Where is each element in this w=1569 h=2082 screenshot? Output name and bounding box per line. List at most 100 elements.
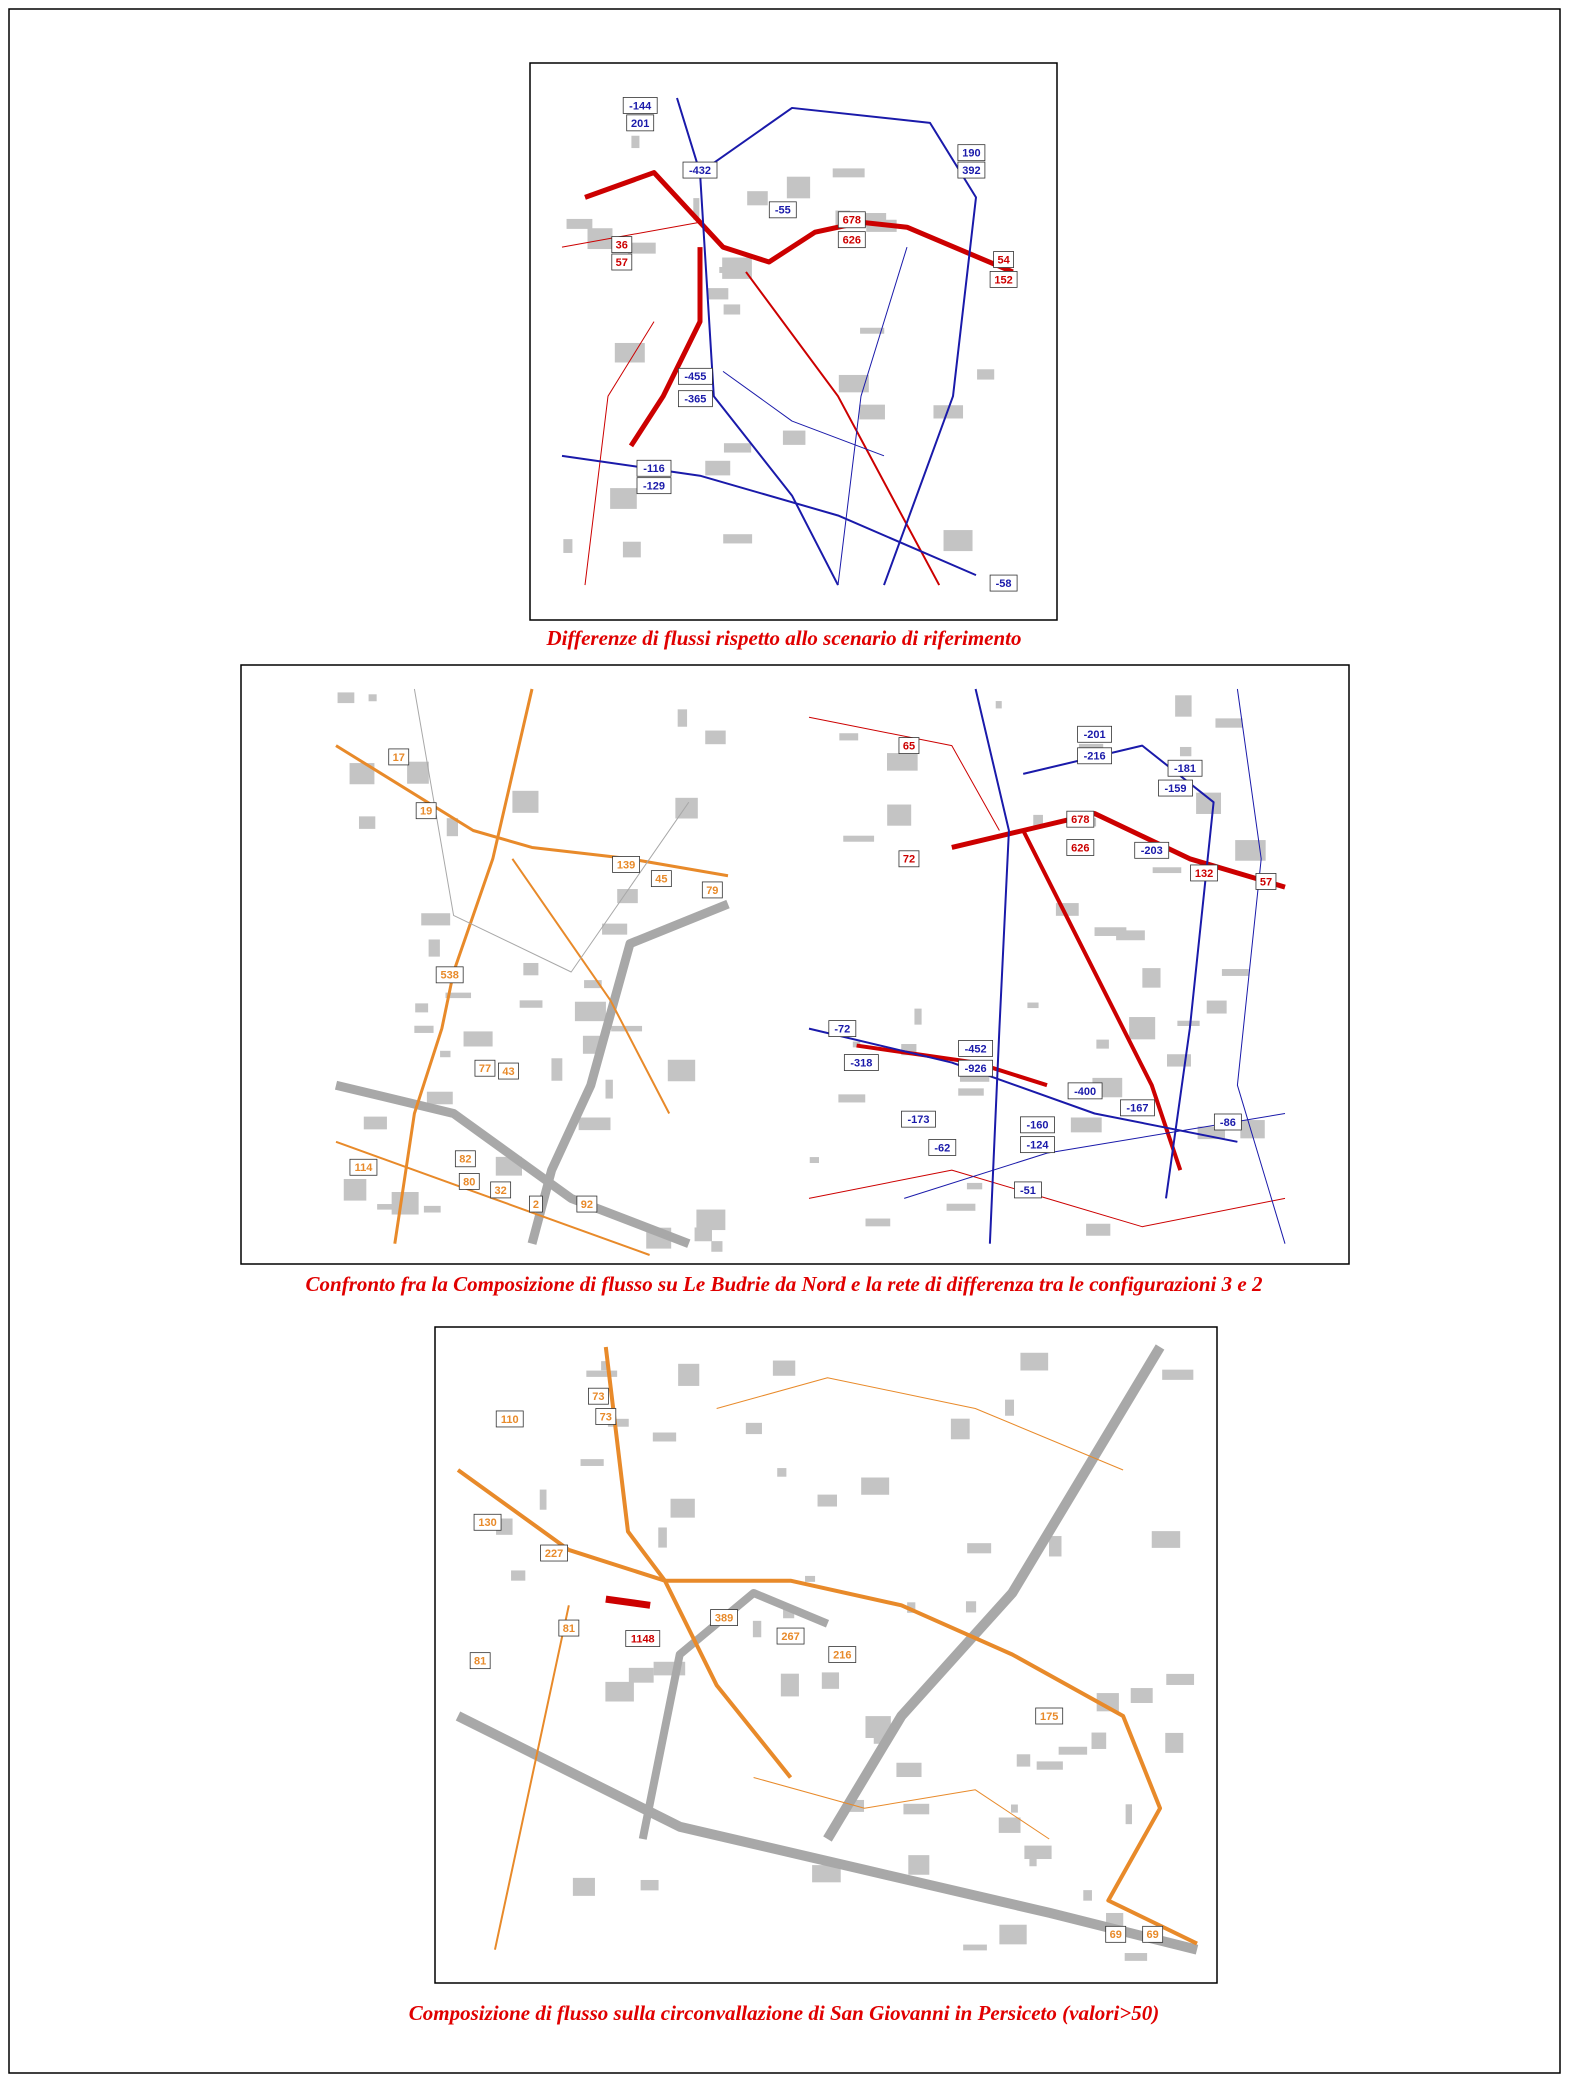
urban-area <box>1027 1002 1039 1009</box>
urban-area <box>1240 1120 1265 1139</box>
flow-label: -318 <box>850 1057 872 1069</box>
label-box <box>843 1054 879 1071</box>
urban-area <box>694 1227 712 1242</box>
flow-label: -55 <box>775 205 791 217</box>
label-box <box>349 1158 378 1176</box>
urban-area <box>865 1218 891 1227</box>
urban-area <box>1196 792 1222 814</box>
urban-area <box>1070 1117 1102 1133</box>
flow-label: -452 <box>965 1043 987 1055</box>
road <box>837 246 908 586</box>
flow-label: 92 <box>581 1199 593 1211</box>
road <box>808 1027 1238 1143</box>
urban-area <box>1049 1536 1062 1557</box>
urban-area <box>415 1003 429 1013</box>
urban-area <box>705 460 731 476</box>
road <box>951 811 1286 890</box>
figure-frame <box>434 1326 1218 1984</box>
flow-label: 139 <box>617 859 635 871</box>
label-box <box>540 1544 568 1562</box>
flow-label: 32 <box>495 1185 507 1197</box>
flow-label: 65 <box>903 741 915 753</box>
label-box <box>1105 1925 1127 1943</box>
label-box <box>1067 1082 1103 1100</box>
flow-label: 17 <box>393 752 405 764</box>
urban-area <box>440 1050 451 1058</box>
urban-area <box>605 1681 634 1702</box>
urban-area <box>843 835 875 842</box>
urban-area <box>1130 1688 1153 1703</box>
label-box <box>529 1195 543 1213</box>
road <box>561 221 701 248</box>
urban-area <box>723 443 752 453</box>
label-box <box>898 850 920 868</box>
urban-area <box>640 1879 659 1891</box>
urban-area <box>574 1001 606 1022</box>
urban-area <box>1036 1761 1063 1770</box>
urban-area <box>977 369 995 380</box>
urban-area <box>523 962 539 976</box>
flow-label: 216 <box>833 1649 851 1661</box>
flow-label: 392 <box>962 165 980 177</box>
urban-area <box>631 135 640 149</box>
road <box>335 744 729 878</box>
urban-area <box>1024 1845 1052 1860</box>
urban-area <box>693 198 700 220</box>
urban-area <box>1129 1017 1156 1040</box>
urban-area <box>1235 840 1266 861</box>
urban-area <box>421 913 451 926</box>
flow-label: -160 <box>1026 1120 1048 1132</box>
urban-area <box>783 1608 795 1619</box>
urban-area <box>950 1418 970 1440</box>
label-box <box>768 201 797 219</box>
figure-caption: Confronto fra la Composizione di flusso … <box>306 1272 1263 1296</box>
urban-area <box>1091 1732 1107 1749</box>
flow-label: 79 <box>706 885 718 897</box>
flow-label: -159 <box>1165 783 1187 795</box>
label-box <box>1213 1113 1242 1131</box>
urban-area <box>463 1031 493 1047</box>
urban-area <box>627 242 656 254</box>
road <box>413 688 690 973</box>
urban-area <box>1086 1223 1111 1236</box>
urban-area <box>958 1088 984 1096</box>
label-box <box>474 1059 496 1077</box>
flow-label: 130 <box>478 1517 496 1529</box>
road <box>1236 688 1286 1244</box>
urban-area <box>678 1363 700 1386</box>
urban-area <box>628 1667 654 1683</box>
urban-area <box>586 1370 618 1377</box>
label-box <box>576 1195 598 1213</box>
road <box>676 97 839 586</box>
label-box <box>1035 1707 1064 1725</box>
urban-area <box>512 790 539 813</box>
label-box <box>958 1059 993 1077</box>
urban-area <box>1166 1673 1195 1685</box>
urban-area <box>896 1762 922 1778</box>
figure-caption: Composizione di flusso sulla circonvalla… <box>409 2001 1160 2025</box>
urban-area <box>865 1716 891 1738</box>
flow-label: -86 <box>1220 1117 1236 1129</box>
urban-area <box>587 228 613 250</box>
urban-area <box>782 430 806 445</box>
urban-area <box>337 692 355 704</box>
urban-area <box>377 1204 397 1210</box>
urban-area <box>786 176 811 199</box>
label-box <box>636 477 672 495</box>
flow-label: 69 <box>1110 1929 1122 1941</box>
road <box>493 1605 570 1950</box>
urban-area <box>1179 746 1192 757</box>
label-box <box>776 1627 805 1645</box>
label-box <box>454 1150 476 1168</box>
flow-label: -51 <box>1020 1185 1036 1197</box>
urban-area <box>343 1178 367 1201</box>
label-box <box>1142 1925 1164 1943</box>
label-box <box>1134 841 1170 859</box>
label-box <box>625 1630 661 1647</box>
flow-label: -129 <box>643 481 665 493</box>
flow-label: 81 <box>563 1623 575 1635</box>
flow-label: 114 <box>355 1162 374 1174</box>
urban-area <box>908 1855 930 1875</box>
urban-area <box>752 1620 762 1638</box>
urban-area <box>602 923 628 935</box>
